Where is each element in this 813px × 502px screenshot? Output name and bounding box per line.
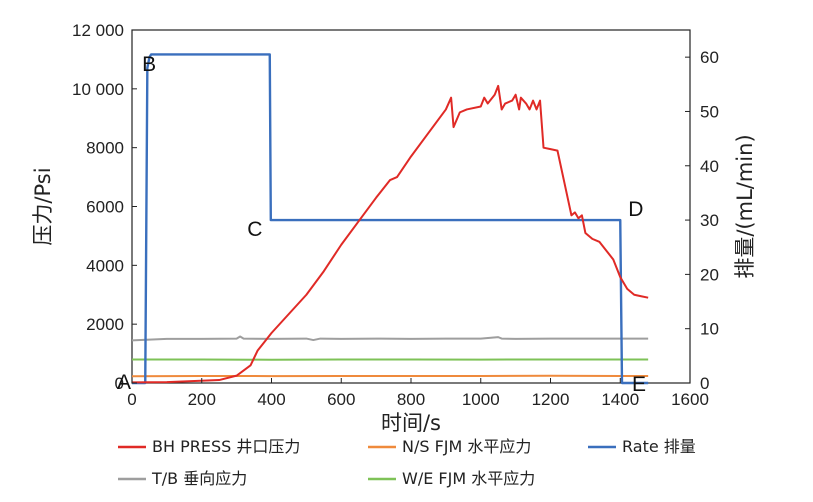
- left-y-tick-label: 4000: [86, 256, 124, 275]
- x-tick-label: 1600: [671, 390, 709, 409]
- x-tick-label: 800: [397, 390, 425, 409]
- point-label-e: E: [632, 373, 646, 396]
- point-label-a: A: [117, 371, 131, 394]
- right-y-tick-label: 20: [700, 265, 719, 284]
- left-y-tick-label: 2000: [86, 315, 124, 334]
- x-tick-label: 1400: [601, 390, 639, 409]
- left-y-tick-label: 6000: [86, 198, 124, 217]
- series-line-3: [131, 335, 649, 342]
- point-labels: A B C D E: [117, 53, 646, 396]
- left-y-tick-label: 8000: [86, 139, 124, 158]
- x-tick-label: 400: [257, 390, 285, 409]
- right-y-tick-label: 0: [700, 374, 709, 393]
- point-label-b: B: [142, 53, 156, 76]
- legend-label: N/S FJM 水平应力: [402, 437, 531, 456]
- right-y-tick-label: 40: [700, 157, 719, 176]
- left-y-tick-label: 10 000: [72, 80, 124, 99]
- legend-label: BH PRESS 井口压力: [152, 437, 300, 456]
- right-y-tick-label: 50: [700, 102, 719, 121]
- x-tick-label: 600: [327, 390, 355, 409]
- series-line-2: [132, 53, 649, 385]
- left-y-tick-label: 0: [115, 374, 124, 393]
- point-label-c: C: [247, 218, 262, 241]
- left-y-axis-ticks: 0 2000 4000 6000 8000 10 000 12 000: [72, 21, 137, 393]
- right-y-tick-label: 60: [700, 48, 719, 67]
- legend-label: T/B 垂向应力: [151, 469, 247, 488]
- series-layer: [131, 53, 649, 385]
- x-tick-label: 0: [127, 390, 136, 409]
- right-y-axis-ticks: 0 10 20 30 40 50 60: [685, 48, 719, 393]
- x-tick-label: 1200: [532, 390, 570, 409]
- series-line-0: [131, 84, 649, 384]
- legend: BH PRESS 井口压力 N/S FJM 水平应力 Rate 排量 T/B 垂向应力…: [118, 437, 696, 488]
- right-y-tick-label: 30: [700, 211, 719, 230]
- x-tick-label: 1000: [462, 390, 500, 409]
- x-axis-ticks: 0 200 400 600 800 1000 1200 1400 1600: [127, 378, 709, 409]
- right-y-tick-label: 10: [700, 320, 719, 339]
- legend-label: Rate 排量: [622, 437, 696, 456]
- right-y-axis-title: 排量/(mL/min): [733, 134, 757, 278]
- left-y-axis-title: 压力/Psi: [31, 167, 55, 245]
- point-label-d: D: [628, 198, 643, 221]
- left-y-tick-label: 12 000: [72, 21, 124, 40]
- x-tick-label: 200: [188, 390, 216, 409]
- x-axis-title: 时间/s: [381, 411, 441, 435]
- legend-label: W/E FJM 水平应力: [402, 469, 535, 488]
